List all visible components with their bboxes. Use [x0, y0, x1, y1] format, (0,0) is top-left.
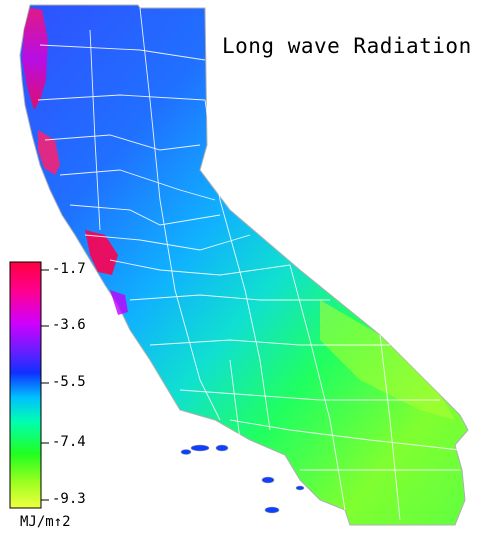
legend-tick-label: -5.5: [52, 374, 86, 390]
legend-tick-label: -7.4: [52, 434, 86, 450]
channel-islands: [180, 444, 305, 514]
legend-tick-label: -3.6: [52, 317, 86, 333]
colorbar-gradient: [9, 261, 42, 509]
coastal-high-band: [22, 8, 48, 110]
legend-tick-label: -1.7: [52, 261, 86, 277]
california-land: [19, 4, 469, 526]
legend-tick-label: -9.3: [52, 491, 86, 507]
map-title: Long wave Radiation: [222, 34, 472, 58]
bay-area-high-band: [85, 230, 118, 275]
monterey-band: [110, 290, 128, 315]
colorbar-ticks: [41, 269, 49, 501]
county-lines: [37, 7, 461, 521]
desert-region: [320, 300, 455, 420]
legend-units: MJ/m↑2: [20, 514, 71, 530]
coastal-high-band-2: [38, 130, 60, 175]
